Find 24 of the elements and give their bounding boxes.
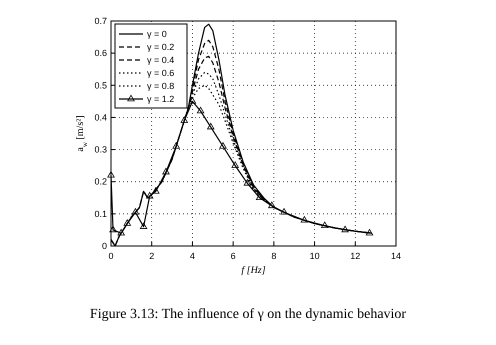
legend-label: γ = 0.8 bbox=[147, 81, 174, 91]
legend-label: γ = 0.2 bbox=[147, 42, 174, 52]
y-tick-label: 0.4 bbox=[94, 112, 107, 122]
x-tick-label: 14 bbox=[390, 251, 402, 261]
x-tick-label: 6 bbox=[230, 251, 236, 261]
x-tick-label: 0 bbox=[108, 251, 114, 261]
legend-label: γ = 0.4 bbox=[147, 55, 174, 65]
legend-label: γ = 0 bbox=[147, 29, 167, 39]
y-tick-label: 0.3 bbox=[94, 144, 107, 155]
y-tick-label: 0.5 bbox=[94, 80, 107, 90]
x-tick-label: 8 bbox=[271, 251, 276, 261]
x-tick-label: 12 bbox=[350, 251, 360, 261]
legend-label: γ = 0.6 bbox=[147, 68, 174, 78]
caption: Figure 3.13: The influence of γ on the dynamic behavior bbox=[90, 307, 406, 322]
x-tick-label: 2 bbox=[149, 251, 154, 261]
x-axis-title: f [Hz] bbox=[241, 265, 266, 276]
y-tick-label: 0.1 bbox=[94, 208, 107, 219]
legend-label: γ = 1.2 bbox=[147, 94, 174, 104]
x-tick-label: 10 bbox=[310, 251, 320, 261]
y-tick-label: 0.6 bbox=[94, 48, 107, 58]
y-tick-label: 0 bbox=[102, 241, 107, 251]
x-tick-label: 4 bbox=[190, 251, 195, 261]
y-tick-label: 0.7 bbox=[94, 16, 107, 26]
y-tick-label: 0.2 bbox=[94, 176, 107, 187]
